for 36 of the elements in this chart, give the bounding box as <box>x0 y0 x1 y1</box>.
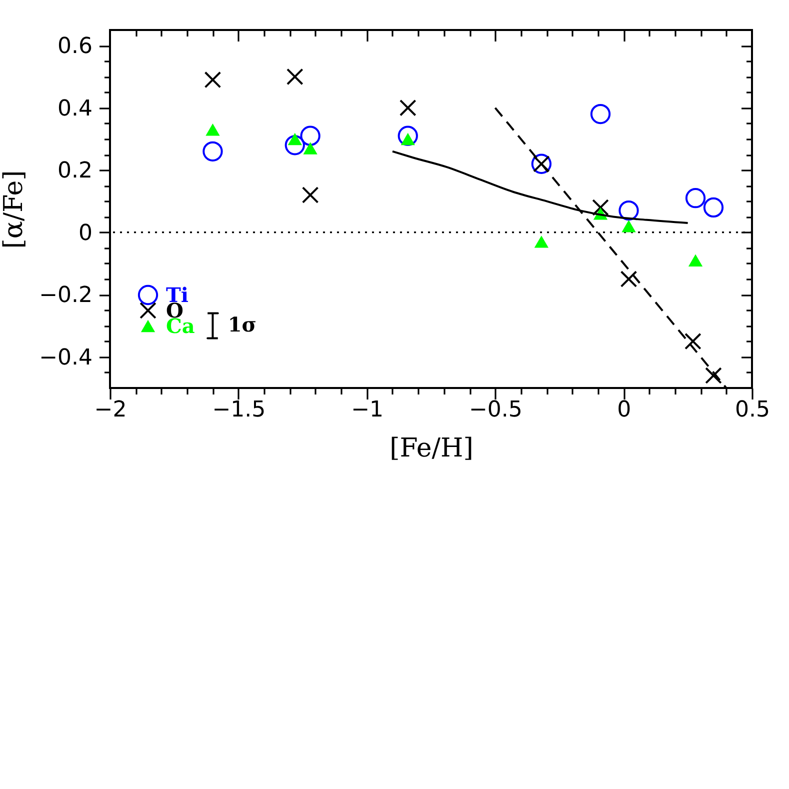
x-tick-label: −1 <box>351 398 384 422</box>
y-tick-label: 0 <box>78 220 92 246</box>
point <box>286 68 304 86</box>
x-axis-title: [Fe/H] <box>390 434 474 464</box>
point <box>206 123 220 136</box>
point <box>703 197 724 218</box>
y-tick-label: −0.4 <box>39 345 92 370</box>
point <box>705 367 722 384</box>
x-tick-label: 0.5 <box>735 398 770 422</box>
point <box>684 332 702 350</box>
point <box>202 141 223 162</box>
point <box>204 71 222 88</box>
series-label: 1σ <box>228 312 257 337</box>
point <box>618 200 639 221</box>
y-tick-label: 0.4 <box>58 96 92 122</box>
x-tick-label: −1.5 <box>212 398 266 422</box>
point <box>688 254 703 266</box>
x-tick-label: −0.5 <box>468 398 522 422</box>
point <box>303 142 318 154</box>
y-tick-label: 0.2 <box>58 158 92 184</box>
point <box>534 236 548 248</box>
point <box>399 99 416 116</box>
point <box>622 220 636 232</box>
point <box>620 270 638 288</box>
point <box>302 186 319 204</box>
x-tick-label: −2 <box>94 398 127 422</box>
point <box>398 126 418 146</box>
point <box>300 126 320 146</box>
point <box>592 199 609 216</box>
y-axis-title: [α/Fe] <box>0 170 30 249</box>
x-tick-label: 0 <box>617 398 632 422</box>
y-tick-label: 0.6 <box>58 34 92 60</box>
y-tick-label: −0.2 <box>39 283 92 308</box>
point <box>590 104 611 124</box>
point <box>284 135 305 156</box>
point <box>685 188 706 208</box>
